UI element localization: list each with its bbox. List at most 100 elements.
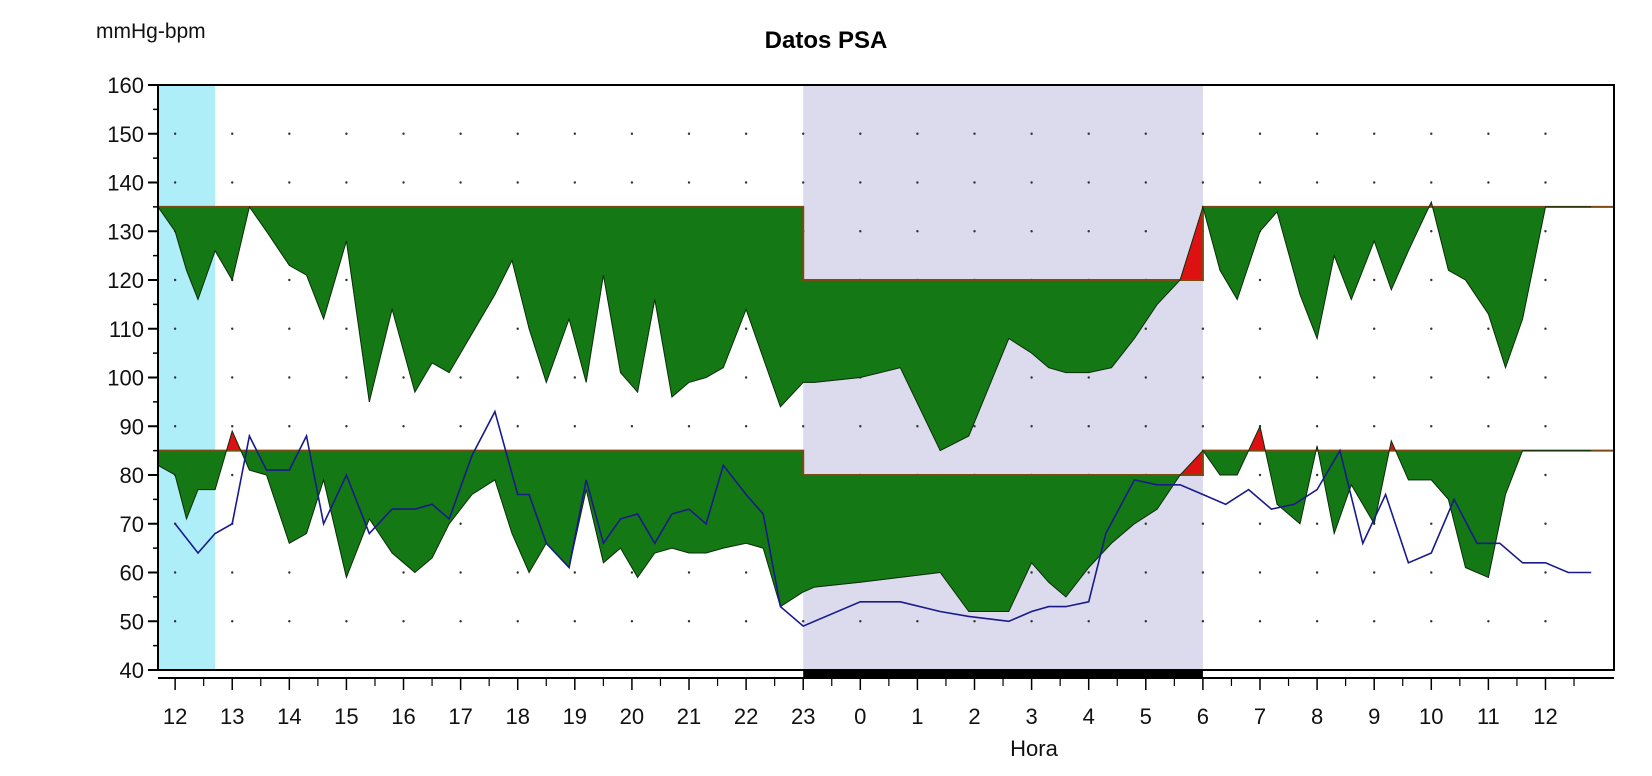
heart_rate-line — [174, 409, 1592, 628]
x-tick-label: 10 — [1419, 704, 1443, 729]
grid-dot — [1544, 620, 1547, 623]
grid-dot — [1487, 425, 1490, 428]
grid-dot — [1258, 278, 1262, 282]
grid-dot — [1430, 522, 1433, 525]
grid-dot — [516, 376, 519, 379]
grid-dot — [1258, 132, 1262, 135]
grid-dot — [687, 620, 691, 623]
y-axis-unit-label: mmHg-bpm — [96, 20, 206, 43]
systolic-fill-below — [620, 206, 638, 393]
systolic-fill-below — [288, 206, 307, 276]
y-tick-label: 50 — [120, 609, 144, 634]
grid-dot — [1030, 230, 1033, 233]
diastolic-fill-below — [722, 450, 747, 549]
grid-dot — [231, 425, 234, 428]
diastolic-fill-below — [899, 474, 941, 578]
x-tick-label: 12 — [163, 704, 187, 729]
grid-dot — [630, 620, 634, 623]
grid-dot — [973, 425, 976, 428]
grid-dot — [402, 376, 405, 379]
grid-dot — [288, 278, 291, 282]
diastolic-fill-below — [671, 450, 690, 554]
diastolic-line — [157, 424, 1592, 612]
grid-dot — [1544, 522, 1547, 525]
grid-dot — [859, 425, 862, 428]
grid-dot — [1087, 425, 1090, 428]
grid-dot — [345, 181, 348, 184]
grid-dot — [459, 522, 462, 525]
y-tick-label: 130 — [107, 219, 144, 244]
x-tick-label: 17 — [448, 704, 472, 729]
systolic-fill-below — [671, 206, 690, 398]
grid-dot — [231, 181, 234, 184]
grid-dot — [459, 620, 462, 623]
x-tick-label: 15 — [334, 704, 358, 729]
grid-dot — [288, 132, 291, 135]
grid-dot — [1487, 181, 1490, 184]
grid-dot — [802, 425, 805, 428]
grid-dot — [1201, 571, 1205, 574]
y-tick-label: 140 — [107, 171, 144, 196]
time-bands — [158, 85, 1614, 670]
grid-dot — [1087, 376, 1090, 379]
night-bar — [803, 671, 1203, 679]
diastolic-fill-below — [780, 450, 804, 608]
grid-dot — [1087, 181, 1090, 184]
diastolic-fill-below — [1219, 450, 1238, 476]
grid-dot — [1258, 327, 1262, 330]
grid-dot — [1487, 376, 1490, 379]
grid-dot — [345, 327, 348, 330]
x-tick-label: 4 — [1083, 704, 1095, 729]
grid-dot — [345, 132, 348, 135]
grid-dot — [1372, 181, 1376, 184]
grid-dot — [231, 620, 234, 623]
grid-dot — [516, 425, 519, 428]
grid-dot — [1258, 620, 1262, 623]
grid-dot — [402, 571, 405, 574]
x-tick-label: 8 — [1311, 704, 1323, 729]
grid-dot — [1430, 327, 1433, 330]
grid-dot — [1030, 132, 1033, 135]
grid-dot — [744, 376, 748, 379]
grid-dot — [1030, 571, 1033, 574]
grid-dot — [1487, 620, 1490, 623]
grid-dot — [173, 132, 177, 135]
grid-dot — [573, 620, 577, 623]
grid-dot — [1144, 425, 1147, 428]
cyan-band — [158, 85, 216, 670]
grid-dot — [573, 376, 577, 379]
x-tick-label: 21 — [677, 704, 701, 729]
grid-dot — [744, 571, 748, 574]
grid-dot — [573, 181, 577, 184]
y-tick-label: 150 — [107, 122, 144, 147]
grid-dot — [288, 327, 291, 330]
grid-dot — [1315, 620, 1319, 623]
grid-dot — [859, 181, 862, 184]
grid-dot — [1372, 132, 1376, 135]
grid-dot — [1372, 327, 1376, 330]
grid-dot — [231, 327, 234, 330]
grid-dot — [916, 181, 919, 184]
grid-dot — [1144, 522, 1147, 525]
grid-dot — [744, 425, 748, 428]
grid-dot — [1544, 278, 1547, 282]
grid-dot — [1144, 571, 1147, 574]
grid-dot — [1430, 181, 1433, 184]
systolic-fill-below — [859, 279, 901, 378]
grid-dot — [1144, 230, 1147, 233]
grid-dot — [516, 571, 519, 574]
grid-dot — [573, 571, 577, 574]
diastolic-fill-below — [1048, 474, 1067, 598]
grid-dot — [173, 571, 177, 574]
diastolic-fill-below — [414, 450, 433, 574]
grid-dot — [744, 327, 748, 330]
diastolic-fill-below — [705, 450, 724, 554]
grid-dot — [1315, 132, 1319, 135]
x-tick-label: 3 — [1025, 704, 1037, 729]
grid-dot — [1544, 571, 1547, 574]
grid-dot — [1544, 327, 1547, 330]
grid-dot — [1144, 181, 1147, 184]
diastolic-fill-below — [1408, 450, 1432, 481]
